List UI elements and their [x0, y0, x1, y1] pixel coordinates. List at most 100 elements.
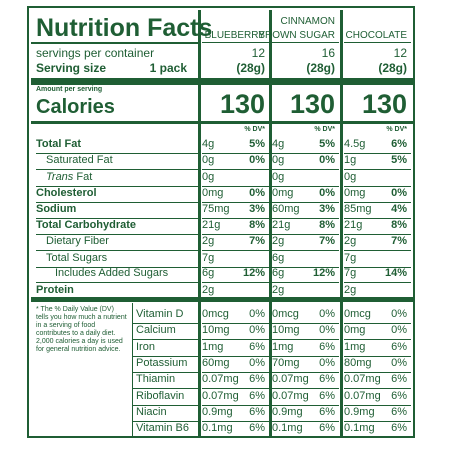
row-divider	[36, 267, 198, 268]
vitamin-amount: 0.07mg	[272, 373, 309, 385]
nutrient-label: Includes Added Sugars	[55, 267, 169, 279]
nutrient-dv: 8%	[319, 219, 335, 231]
vitamin-amount: 0.9mg	[344, 406, 375, 418]
nutrient-dv: 3%	[319, 203, 335, 215]
vitamin-dv: 6%	[249, 373, 265, 385]
calories-value: 130	[361, 89, 407, 119]
nutrient-amount: 1g	[344, 154, 357, 166]
serving-size-grams: (28g)	[378, 61, 407, 75]
nutrient-amount: 2g	[202, 284, 215, 296]
nutrient-amount: 60mg	[272, 203, 300, 215]
vitamin-dv: 6%	[391, 341, 407, 353]
nutrient-label: Trans Fat	[46, 172, 92, 183]
serving-size-grams: (28g)	[306, 61, 335, 75]
nutrient-dv: 0%	[319, 154, 335, 166]
vitamin-amount: 0.9mg	[272, 406, 303, 418]
nutrient-label: Total Fat	[36, 138, 82, 150]
vitamin-dv: 6%	[319, 341, 335, 353]
row-divider	[344, 202, 411, 203]
vitamin-dv: 0%	[249, 357, 265, 369]
nutrient-amount: 2g	[202, 235, 215, 247]
row-divider	[272, 282, 339, 283]
vitamin-row-divider	[272, 388, 339, 389]
vitamin-dv: 0%	[249, 324, 265, 336]
nutrient-amount: 2g	[272, 235, 285, 247]
row-divider	[344, 153, 411, 154]
vitamin-amount: 80mg	[344, 357, 372, 369]
serving-size-grams: (28g)	[236, 61, 265, 75]
product-name: CHOCOLATE	[345, 30, 408, 41]
vitamin-label: Calcium	[136, 324, 176, 336]
vitamin-amount: 1mg	[202, 341, 224, 353]
row-divider	[272, 234, 339, 235]
nutrient-dv: 4%	[391, 203, 407, 215]
vitamin-row-divider	[202, 421, 269, 422]
nutrient-amount: 7g	[344, 267, 357, 279]
row-divider	[202, 267, 269, 268]
nutrient-label: Cholesterol	[36, 187, 97, 199]
vitamin-amount: 10mg	[272, 324, 300, 336]
serving-size-label: Serving size	[36, 61, 107, 75]
vitamin-label: Niacin	[136, 406, 167, 418]
rule-thick-vitamins	[31, 297, 415, 302]
page-title: Nutrition Facts	[36, 14, 213, 42]
dv-header: % DV*	[386, 126, 407, 133]
vitamin-amount: 0.07mg	[344, 373, 381, 385]
vitamin-dv: 6%	[391, 406, 407, 418]
vitamin-amount: 1mg	[344, 341, 366, 353]
nutrient-amount: 85mg	[344, 203, 372, 215]
vitamin-row-divider	[202, 356, 269, 357]
rule-medium-calories	[31, 121, 415, 124]
row-divider	[202, 202, 269, 203]
nutrient-amount: 4.5g	[344, 138, 366, 150]
vitamin-amount: 0mcg	[272, 308, 299, 320]
servings-label: servings per container	[36, 46, 155, 60]
vitamin-row-divider	[272, 421, 339, 422]
row-divider	[344, 169, 411, 170]
nutrient-label: Saturated Fat	[46, 154, 113, 166]
product-name: BROWN SUGAR	[258, 30, 335, 41]
vitamin-label: Riboflavin	[136, 390, 185, 402]
rule-under-name	[202, 42, 269, 43]
nutrient-label-italic: Trans	[46, 171, 74, 183]
vitamin-dv: 0%	[319, 357, 335, 369]
rule-under-title	[31, 42, 198, 44]
row-divider	[344, 282, 411, 283]
nutrient-dv: 5%	[391, 154, 407, 166]
vitamin-row-divider	[132, 405, 198, 406]
vitamin-row-divider	[202, 372, 269, 373]
vitamin-amount: 0mcg	[202, 308, 229, 320]
nutrient-label: Dietary Fiber	[46, 235, 109, 247]
nutrient-dv: 12%	[242, 267, 265, 279]
calories-label: Calories	[36, 96, 115, 118]
nutrient-label: Protein	[36, 284, 74, 296]
nutrient-label: Sodium	[36, 203, 77, 215]
nutrient-dv: 8%	[391, 219, 407, 231]
vitamin-dv: 6%	[391, 390, 407, 402]
row-divider	[344, 250, 411, 251]
row-divider	[36, 250, 198, 251]
nutrient-dv: 12%	[312, 267, 335, 279]
vitamin-amount: 0.9mg	[202, 406, 233, 418]
nutrient-amount: 0g	[272, 154, 285, 166]
row-divider	[36, 169, 198, 170]
vitamin-row-divider	[132, 421, 198, 422]
vitamin-amount: 0.1mg	[272, 422, 303, 434]
vitamin-amount: 0mg	[344, 324, 366, 336]
vitamin-row-divider	[344, 356, 411, 357]
vitamin-dv: 6%	[249, 390, 265, 402]
nutrient-dv: 7%	[391, 235, 407, 247]
vitamin-label: Vitamin B6	[136, 422, 189, 434]
nutrition-facts-panel: Nutrition Facts BLUEBERRY 12 (28g) 130% DV* C…	[27, 6, 415, 438]
vitamin-amount: 10mg	[202, 324, 230, 336]
nutrient-dv: 7%	[249, 235, 265, 247]
vitamin-row-divider	[132, 388, 198, 389]
nutrient-amount: 0g	[202, 154, 215, 166]
nutrient-amount: 7g	[202, 252, 215, 264]
vitamin-dv: 0%	[391, 308, 407, 320]
vitamin-label: Vitamin D	[136, 308, 184, 320]
vitamin-row-divider	[344, 405, 411, 406]
nutrient-dv: 8%	[249, 219, 265, 231]
row-divider	[344, 234, 411, 235]
vitamin-row-divider	[344, 421, 411, 422]
